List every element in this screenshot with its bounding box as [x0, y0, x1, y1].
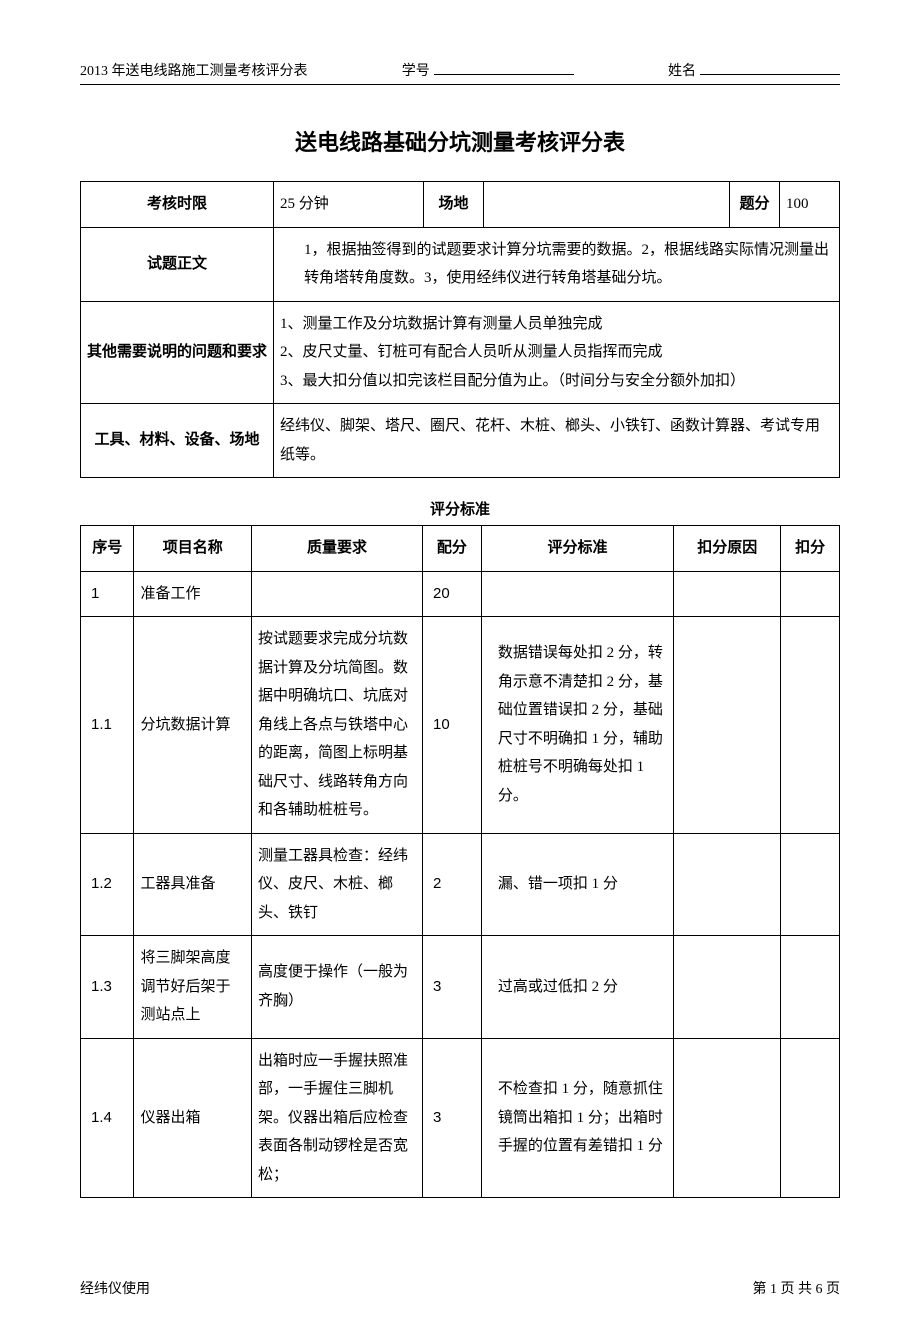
row-seq: 1: [81, 571, 134, 617]
row-alloc: 3: [423, 1038, 482, 1198]
row-deduct: [781, 571, 840, 617]
criteria-row: 1 准备工作 20: [81, 571, 840, 617]
criteria-row: 1.2 工器具准备 测量工器具检查：经纬仪、皮尺、木桩、榔头、铁钉 2 漏、错一…: [81, 833, 840, 936]
criteria-row: 1.3 将三脚架高度调节好后架于测站点上 高度便于操作（一般为齐胸） 3 过高或…: [81, 936, 840, 1039]
col-req: 质量要求: [252, 526, 423, 572]
page-title: 送电线路基础分坑测量考核评分表: [80, 125, 840, 157]
criteria-row: 1.4 仪器出箱 出箱时应一手握扶照准部，一手握住三脚机架。仪器出箱后应检查表面…: [81, 1038, 840, 1198]
row-alloc: 3: [423, 936, 482, 1039]
header-right: 姓名: [668, 60, 840, 80]
footer-right: 第 1 页 共 6 页: [753, 1278, 841, 1298]
student-id-field[interactable]: [434, 74, 574, 75]
other-label: 其他需要说明的问题和要求: [81, 301, 274, 404]
time-limit-value: 25 分钟: [274, 182, 424, 228]
other-value: 1、测量工作及分坑数据计算有测量人员单独完成 2、皮尺丈量、钉桩可有配合人员听从…: [274, 301, 840, 404]
info-table: 考核时限 25 分钟 场地 题分 100 试题正文 1，根据抽签得到的试题要求计…: [80, 181, 840, 478]
row-standard: 漏、错一项扣 1 分: [481, 833, 673, 936]
venue-value: [484, 182, 730, 228]
tools-value: 经纬仪、脚架、塔尺、圈尺、花杆、木桩、榔头、小铁钉、函数计算器、考试专用纸等。: [274, 404, 840, 478]
row-alloc: 10: [423, 617, 482, 834]
header-mid: 学号: [402, 60, 574, 80]
row-alloc: 20: [423, 571, 482, 617]
row-seq: 1.3: [81, 936, 134, 1039]
row-alloc: 2: [423, 833, 482, 936]
name-label: 姓名: [668, 60, 696, 80]
question-label: 试题正文: [81, 227, 274, 301]
col-name: 项目名称: [134, 526, 252, 572]
row-standard: 不检查扣 1 分，随意抓住镜筒出箱扣 1 分；出箱时手握的位置有差错扣 1 分: [481, 1038, 673, 1198]
time-limit-label: 考核时限: [81, 182, 274, 228]
col-standard: 评分标准: [481, 526, 673, 572]
page-footer: 经纬仪使用 第 1 页 共 6 页: [80, 1278, 840, 1298]
page-header: 2013 年送电线路施工测量考核评分表 学号 姓名: [80, 60, 840, 85]
row-deduct: [781, 833, 840, 936]
col-deduct: 扣分: [781, 526, 840, 572]
criteria-row: 1.1 分坑数据计算 按试题要求完成分坑数据计算及分坑简图。数据中明确坑口、坑底…: [81, 617, 840, 834]
row-name: 仪器出箱: [134, 1038, 252, 1198]
row-standard: 数据错误每处扣 2 分，转角示意不清楚扣 2 分，基础位置错误扣 2 分，基础尺…: [481, 617, 673, 834]
row-reason: [674, 571, 781, 617]
venue-label: 场地: [424, 182, 484, 228]
name-field[interactable]: [700, 74, 840, 75]
criteria-table: 序号 项目名称 质量要求 配分 评分标准 扣分原因 扣分 1 准备工作 20 1…: [80, 525, 840, 1198]
row-req: 高度便于操作（一般为齐胸）: [252, 936, 423, 1039]
student-id-label: 学号: [402, 60, 430, 80]
row-deduct: [781, 936, 840, 1039]
tools-label: 工具、材料、设备、场地: [81, 404, 274, 478]
criteria-header-row: 序号 项目名称 质量要求 配分 评分标准 扣分原因 扣分: [81, 526, 840, 572]
row-name: 工器具准备: [134, 833, 252, 936]
row-deduct: [781, 617, 840, 834]
row-req: 出箱时应一手握扶照准部，一手握住三脚机架。仪器出箱后应检查表面各制动锣栓是否宽松…: [252, 1038, 423, 1198]
score-label: 题分: [730, 182, 780, 228]
footer-left: 经纬仪使用: [80, 1278, 150, 1298]
row-seq: 1.2: [81, 833, 134, 936]
row-seq: 1.4: [81, 1038, 134, 1198]
row-req: [252, 571, 423, 617]
row-name: 准备工作: [134, 571, 252, 617]
col-seq: 序号: [81, 526, 134, 572]
row-reason: [674, 936, 781, 1039]
row-standard: [481, 571, 673, 617]
row-standard: 过高或过低扣 2 分: [481, 936, 673, 1039]
row-reason: [674, 1038, 781, 1198]
col-alloc: 配分: [423, 526, 482, 572]
criteria-title: 评分标准: [80, 498, 840, 519]
row-req: 按试题要求完成分坑数据计算及分坑简图。数据中明确坑口、坑底对角线上各点与铁塔中心…: [252, 617, 423, 834]
score-value: 100: [780, 182, 840, 228]
row-name: 分坑数据计算: [134, 617, 252, 834]
row-seq: 1.1: [81, 617, 134, 834]
row-deduct: [781, 1038, 840, 1198]
row-req: 测量工器具检查：经纬仪、皮尺、木桩、榔头、铁钉: [252, 833, 423, 936]
col-reason: 扣分原因: [674, 526, 781, 572]
question-value: 1，根据抽签得到的试题要求计算分坑需要的数据。2，根据线路实际情况测量出转角塔转…: [274, 227, 840, 301]
row-reason: [674, 617, 781, 834]
header-left: 2013 年送电线路施工测量考核评分表: [80, 60, 308, 80]
row-reason: [674, 833, 781, 936]
row-name: 将三脚架高度调节好后架于测站点上: [134, 936, 252, 1039]
